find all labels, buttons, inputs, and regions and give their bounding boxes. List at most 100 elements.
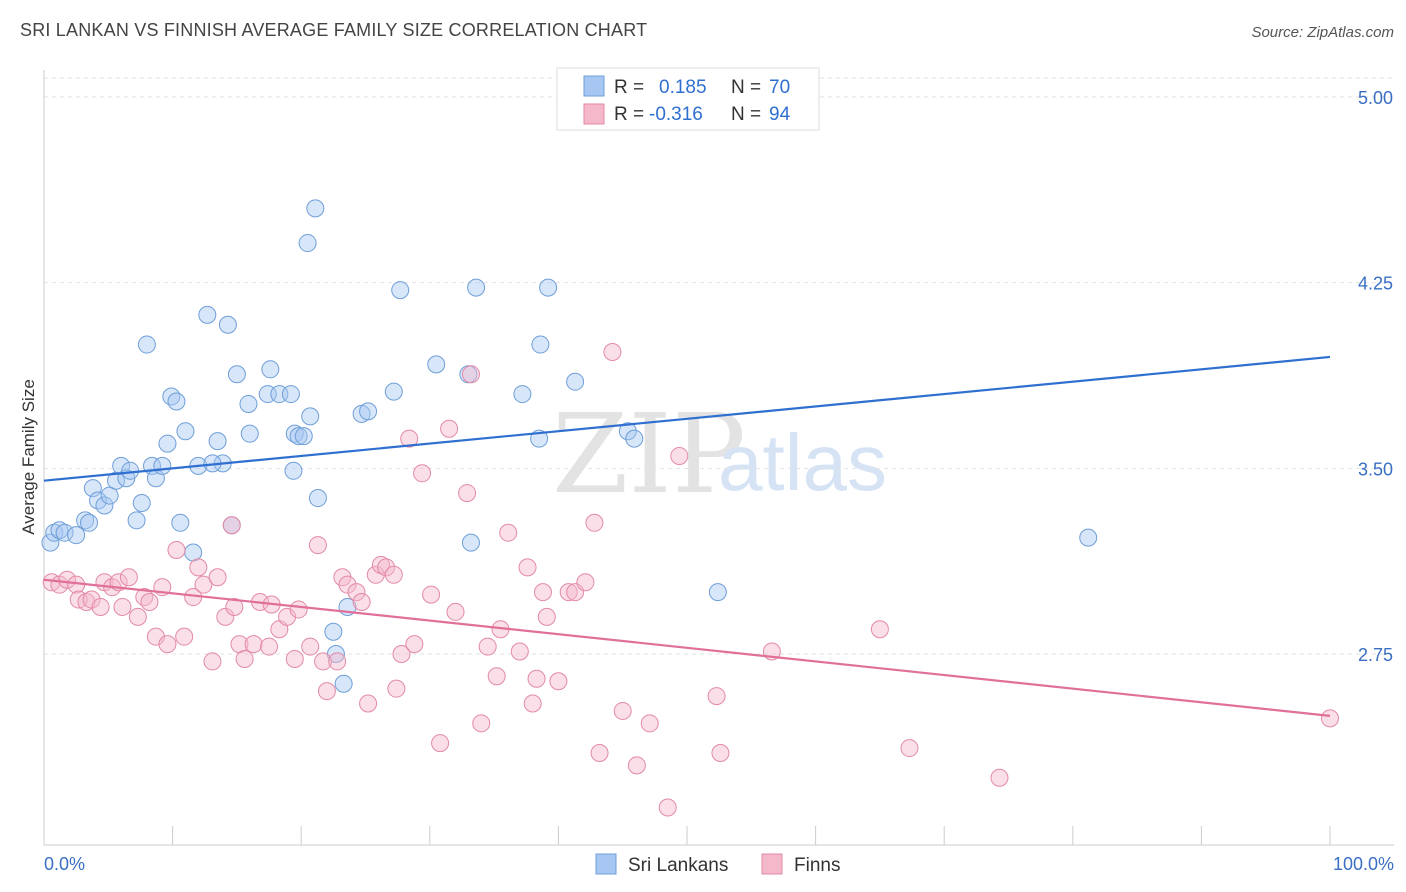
point-sri-lankans <box>281 385 300 404</box>
y-tick-labels: 2.75 3.50 4.25 5.00 <box>1358 88 1393 665</box>
point-finns <box>510 642 529 661</box>
y-tick-label: 2.75 <box>1358 645 1393 665</box>
point-finns <box>244 635 263 654</box>
point-sri-lankans <box>625 429 644 448</box>
point-finns <box>377 558 396 577</box>
point-finns <box>235 649 254 668</box>
point-sri-lankans <box>162 387 181 406</box>
watermark-zip: ZIP <box>552 390 746 518</box>
point-finns <box>285 649 304 668</box>
point-finns <box>523 694 542 713</box>
legend-n-value-1: 70 <box>769 77 790 98</box>
trend-line-sri-lankans <box>43 355 1331 482</box>
point-finns <box>613 701 632 720</box>
point-finns <box>670 446 689 465</box>
legend-r-value-1: 0.185 <box>659 77 707 98</box>
point-sri-lankans <box>137 335 156 354</box>
point-sri-lankans <box>171 513 190 532</box>
point-finns <box>478 637 497 656</box>
point-sri-lankans <box>67 526 86 545</box>
point-finns <box>167 541 186 560</box>
watermark-atlas: atlas <box>718 418 887 507</box>
point-finns <box>640 714 659 733</box>
y-tick-label: 4.25 <box>1358 274 1393 294</box>
point-sri-lankans <box>100 486 119 505</box>
point-finns <box>461 365 480 384</box>
point-sri-lankans <box>531 335 550 354</box>
source-label: Source: ZipAtlas.com <box>1251 24 1394 41</box>
legend-n-value-2: 94 <box>769 104 791 125</box>
point-sri-lankans <box>294 427 313 446</box>
legend-box: R = 0.185 N = 70 R = -0.316 N = 94 <box>556 67 820 131</box>
point-finns <box>585 513 604 532</box>
point-finns <box>128 607 147 626</box>
point-finns <box>658 798 677 817</box>
point-sri-lankans <box>80 513 99 532</box>
point-finns <box>533 583 552 602</box>
point-finns <box>222 516 241 535</box>
bottom-legend-label-finns: Finns <box>794 855 840 876</box>
point-sri-lankans <box>384 382 403 401</box>
point-sri-lankans <box>95 496 114 515</box>
point-sri-lankans <box>41 533 60 552</box>
point-sri-lankans <box>467 278 486 297</box>
point-finns <box>301 637 320 656</box>
point-finns <box>194 575 213 594</box>
trend-line-finns <box>43 578 1331 717</box>
point-sri-lankans <box>618 422 637 441</box>
point-sri-lankans <box>324 622 343 641</box>
point-finns <box>518 558 537 577</box>
bottom-legend-swatch-finns <box>761 853 783 875</box>
legend-r-value-2: -0.316 <box>649 104 703 125</box>
point-sri-lankans <box>227 365 246 384</box>
point-sri-lankans <box>539 278 558 297</box>
bottom-legend-label-sri-lankans: Sri Lankans <box>628 855 728 876</box>
point-finns <box>158 635 177 654</box>
point-finns <box>400 429 419 448</box>
point-sri-lankans <box>167 392 186 411</box>
y-tick-label: 5.00 <box>1358 88 1393 108</box>
x-tick-label-start: 0.0% <box>44 854 85 874</box>
point-finns <box>366 565 385 584</box>
point-sri-lankans <box>55 523 74 542</box>
point-finns <box>359 694 378 713</box>
point-sri-lankans <box>153 456 172 475</box>
point-sri-lankans <box>208 432 227 451</box>
point-finns <box>314 652 333 671</box>
point-sri-lankans <box>198 305 217 324</box>
point-sri-lankans <box>127 511 146 530</box>
point-sri-lankans <box>708 583 727 602</box>
point-sri-lankans <box>289 427 308 446</box>
point-finns <box>216 607 235 626</box>
point-sri-lankans <box>158 434 177 453</box>
point-sri-lankans <box>218 315 237 334</box>
point-sri-lankans <box>359 402 378 421</box>
point-sri-lankans <box>308 489 327 508</box>
point-finns <box>990 768 1009 787</box>
gridlines <box>44 77 1394 655</box>
point-sri-lankans <box>132 493 151 512</box>
point-finns <box>387 679 406 698</box>
point-finns <box>458 484 477 503</box>
point-finns <box>392 645 411 663</box>
point-sri-lankans <box>391 281 410 300</box>
point-finns <box>113 597 132 616</box>
point-sri-lankans <box>50 521 69 540</box>
point-sri-lankans <box>513 385 532 404</box>
point-finns <box>707 687 726 706</box>
point-sri-lankans <box>334 674 353 693</box>
point-finns <box>225 597 244 616</box>
trend-lines <box>43 355 1331 717</box>
bottom-legend-swatch-sri-lankans <box>595 853 617 875</box>
point-finns <box>870 620 889 639</box>
legend-n-label-1: N = <box>731 77 761 98</box>
point-finns <box>440 419 459 438</box>
point-sri-lankans <box>427 355 446 374</box>
point-finns <box>559 583 578 602</box>
point-finns <box>384 565 403 584</box>
point-finns <box>347 583 366 602</box>
x-tick-label-end: 100.0% <box>1333 854 1394 874</box>
legend-r-label-2: R = <box>614 104 644 125</box>
point-finns <box>135 588 154 607</box>
